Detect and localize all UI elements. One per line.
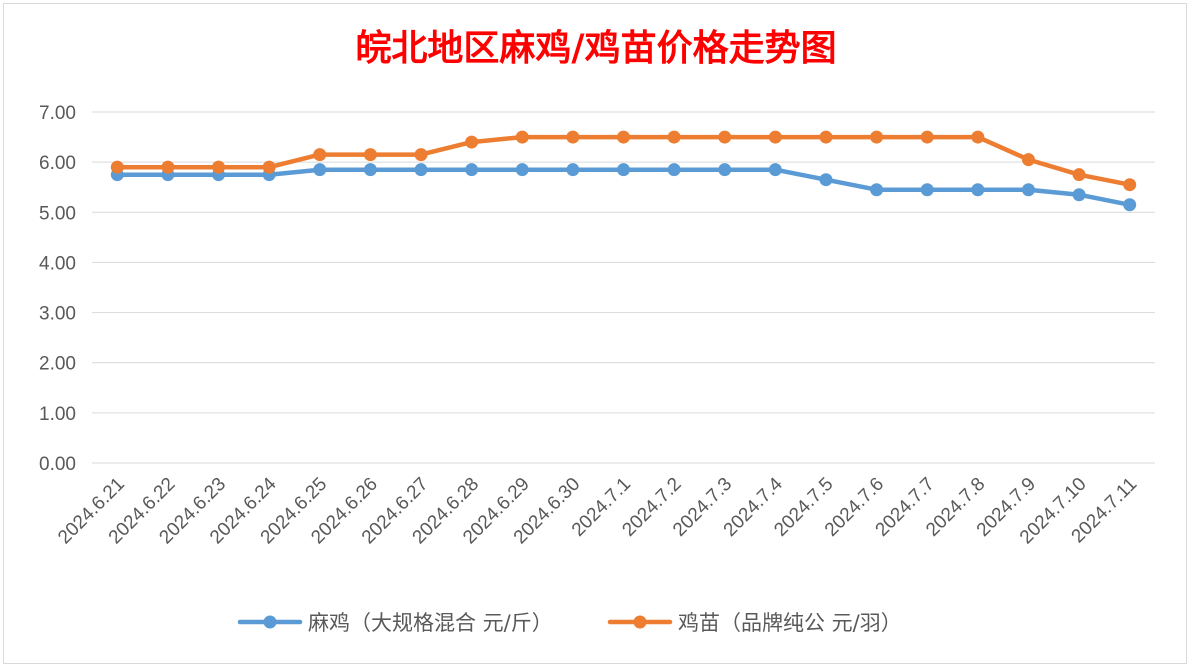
gridlines — [92, 111, 1155, 464]
data-point — [1072, 188, 1086, 202]
data-point — [515, 163, 529, 177]
legend-label: 鸡苗（品牌纯公 元/羽） — [678, 611, 902, 635]
data-point — [819, 130, 833, 144]
data-point — [768, 130, 782, 144]
data-point — [313, 163, 327, 177]
data-point — [465, 135, 479, 149]
data-point — [212, 160, 226, 174]
data-point — [870, 130, 884, 144]
data-point — [971, 183, 985, 197]
chart-title: 皖北地区麻鸡/鸡苗价格走势图 — [355, 27, 836, 69]
data-point — [566, 130, 580, 144]
data-point — [617, 163, 630, 177]
y-tick-label: 0.00 — [39, 454, 76, 475]
data-point — [667, 130, 681, 144]
series-lines — [110, 130, 1137, 212]
data-point — [768, 163, 782, 177]
y-tick-label: 4.00 — [39, 253, 76, 274]
data-point — [617, 130, 630, 144]
y-tick-label: 5.00 — [39, 203, 76, 224]
data-point — [920, 183, 934, 197]
legend-marker — [633, 615, 647, 629]
y-axis: 0.00 1.00 2.00 3.00 4.00 5.00 6.00 7.00 — [39, 103, 76, 475]
legend-item-2: 鸡苗（品牌纯公 元/羽） — [607, 611, 902, 635]
data-point — [414, 148, 428, 162]
data-point — [971, 130, 985, 144]
data-point — [667, 163, 681, 177]
data-point — [363, 148, 377, 162]
data-point — [1123, 178, 1137, 192]
data-point — [718, 163, 732, 177]
data-point — [1072, 168, 1086, 182]
data-point — [161, 160, 175, 174]
data-point — [1123, 198, 1137, 212]
y-tick-label: 6.00 — [39, 153, 76, 174]
data-point — [718, 130, 732, 144]
data-point — [920, 130, 934, 144]
series-2 — [110, 130, 1137, 192]
y-tick-label: 2.00 — [39, 354, 76, 375]
data-point — [1021, 153, 1035, 167]
data-point — [1021, 183, 1035, 197]
y-tick-label: 1.00 — [39, 404, 76, 425]
data-point — [566, 163, 580, 177]
x-axis: 2024.6.212024.6.222024.6.232024.6.242024… — [54, 473, 1141, 548]
legend-label: 麻鸡（大规格混合 元/斤） — [308, 611, 553, 635]
data-point — [414, 163, 428, 177]
legend-item-1: 麻鸡（大规格混合 元/斤） — [237, 611, 553, 635]
legend-marker — [263, 615, 277, 629]
data-point — [262, 160, 276, 174]
data-point — [465, 163, 479, 177]
y-tick-label: 7.00 — [39, 103, 76, 124]
data-point — [110, 160, 124, 174]
data-point — [313, 148, 327, 162]
data-point — [870, 183, 884, 197]
data-point — [515, 130, 529, 144]
data-point — [363, 163, 377, 177]
y-tick-label: 3.00 — [39, 304, 76, 325]
data-point — [819, 173, 833, 187]
chart-frame — [3, 3, 1187, 664]
legend: 麻鸡（大规格混合 元/斤） 鸡苗（品牌纯公 元/羽） — [237, 611, 902, 635]
